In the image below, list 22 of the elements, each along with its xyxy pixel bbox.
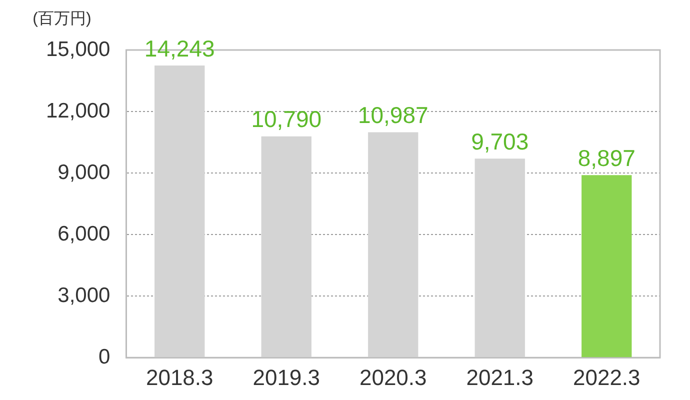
bar (474, 158, 525, 358)
data-label: 9,703 (471, 128, 529, 154)
y-tick-label: 3,000 (58, 284, 110, 307)
y-tick-label: 9,000 (58, 160, 110, 184)
data-label: 14,243 (144, 35, 215, 62)
bar (582, 175, 632, 358)
bar (368, 132, 418, 358)
y-tick-label: 12,000 (46, 99, 110, 122)
x-tick-label: 2019.3 (252, 364, 320, 390)
x-tick-label: 2022.3 (572, 364, 640, 390)
y-axis-title: (百万円) (32, 10, 92, 28)
y-tick-label: 0 (98, 345, 110, 368)
bar (261, 136, 312, 358)
x-tick-label: 2020.3 (359, 364, 427, 390)
y-tick-label: 15,000 (46, 38, 110, 61)
data-label: 10,987 (358, 102, 428, 128)
y-tick-label: 6,000 (58, 222, 110, 246)
bar (154, 66, 205, 358)
data-label: 10,790 (251, 106, 322, 132)
data-label: 8,897 (578, 144, 636, 171)
x-tick-label: 2021.3 (466, 364, 534, 390)
x-tick-label: 2018.3 (146, 364, 214, 390)
